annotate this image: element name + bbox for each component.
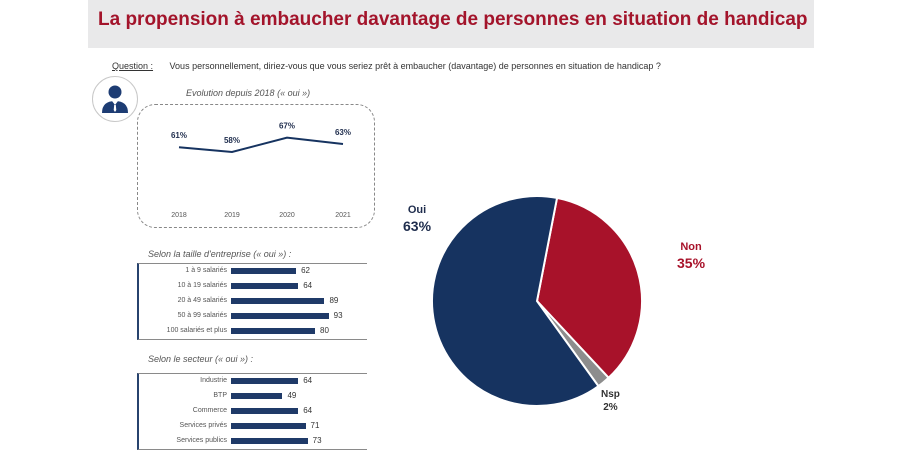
bar (231, 268, 297, 274)
bar (231, 408, 299, 414)
pie-nsp-value: 2% (603, 402, 618, 413)
page-title: La propension à embaucher davantage de p… (98, 9, 808, 30)
bar-value-label: 73 (312, 436, 322, 445)
line-point-label: 67% (279, 122, 295, 131)
pie-label-oui: Oui 63% (403, 204, 431, 234)
bar-row: 10 à 19 salariés 64 (139, 279, 367, 294)
bar-category-label: Industrie (200, 377, 227, 384)
avatar (92, 76, 138, 122)
size-chart-title: Selon la taille d'entreprise (« oui ») : (148, 249, 292, 259)
pie-nsp-name: Nsp (601, 389, 620, 400)
sector-chart-title: Selon le secteur (« oui ») : (148, 354, 254, 364)
bar (231, 423, 306, 429)
bar-row: Commerce 64 (139, 404, 367, 419)
bar-row: 1 à 9 salariés 62 (139, 264, 367, 279)
pie-non-value: 35% (677, 255, 706, 271)
bar-category-label: BTP (213, 392, 227, 399)
bar-value-label: 71 (310, 421, 320, 430)
bar-value-label: 93 (333, 311, 343, 320)
line-point-label: 63% (335, 128, 351, 137)
pie-non-name: Non (680, 241, 702, 253)
line-chart-frame (137, 104, 375, 228)
question: Question : Vous personnellement, diriez-… (112, 61, 661, 71)
title-band (88, 0, 814, 48)
question-text: Vous personnellement, diriez-vous que vo… (169, 61, 661, 71)
line-x-tick-label: 2019 (224, 212, 240, 219)
bar (231, 393, 283, 399)
line-series (178, 136, 344, 154)
bar-row: 100 salariés et plus 80 (139, 324, 367, 339)
size-bar-chart: 1 à 9 salariés 62 10 à 19 salariés 64 20 à 4… (137, 263, 367, 340)
bar-row: 20 à 49 salariés 89 (139, 294, 367, 309)
bar-category-label: 1 à 9 salariés (185, 267, 227, 274)
line-x-tick-label: 2018 (171, 212, 187, 219)
pie-oui-name: Oui (407, 204, 427, 216)
bar-category-label: 20 à 49 salariés (177, 297, 227, 304)
bar-category-label: Commerce (192, 407, 227, 414)
bar-category-label: Services privés (179, 422, 227, 429)
pie-chart (431, 195, 643, 407)
line-chart-title: Evolution depuis 2018 (« oui ») (186, 88, 311, 98)
bar (231, 438, 308, 444)
bar-value-label: 80 (320, 326, 329, 335)
bar-value-label: 64 (303, 281, 313, 290)
line-x-tick-label: 2021 (335, 212, 351, 219)
pie-slice-oui (431, 195, 600, 407)
bar-category-label: 100 salariés et plus (166, 327, 227, 334)
bar-value-label: 89 (329, 296, 339, 305)
bar-category-label: Services publics (176, 437, 227, 444)
bar-value-label: 49 (287, 391, 297, 400)
bar (231, 328, 315, 334)
bar-row: BTP 49 (139, 389, 367, 404)
bar-row: Services privés 71 (139, 419, 367, 434)
bar-value-label: 64 (303, 376, 313, 385)
pie-oui-value: 63% (403, 218, 432, 234)
business-person-icon (102, 85, 128, 113)
bar-row: Industrie 64 (139, 374, 367, 389)
pie-label-nsp: Nsp 2% (601, 389, 620, 413)
bar-value-label: 64 (303, 406, 313, 415)
bar (231, 298, 325, 304)
bar (231, 283, 299, 289)
bar (231, 378, 299, 384)
line-x-tick-label: 2020 (279, 212, 295, 219)
line-chart: 61% 2018 58% 2019 67% 2020 63% 2021 (171, 122, 351, 219)
bar-category-label: 50 à 99 salariés (177, 312, 227, 319)
bar (231, 313, 329, 319)
pie-slice-non (535, 196, 643, 380)
question-label: Question : (112, 61, 154, 71)
bar-row: Services publics 73 (139, 434, 367, 449)
bar-value-label: 62 (301, 266, 310, 275)
bar-category-label: 10 à 19 salariés (177, 282, 227, 289)
bar-row: 50 à 99 salariés 93 (139, 309, 367, 324)
pie-label-non: Non 35% (677, 241, 705, 271)
line-point-label: 61% (171, 131, 187, 140)
line-point-label: 58% (224, 136, 240, 145)
sector-bar-chart: Industrie 64 BTP 49 Commerce 64 Services privé… (137, 373, 367, 450)
